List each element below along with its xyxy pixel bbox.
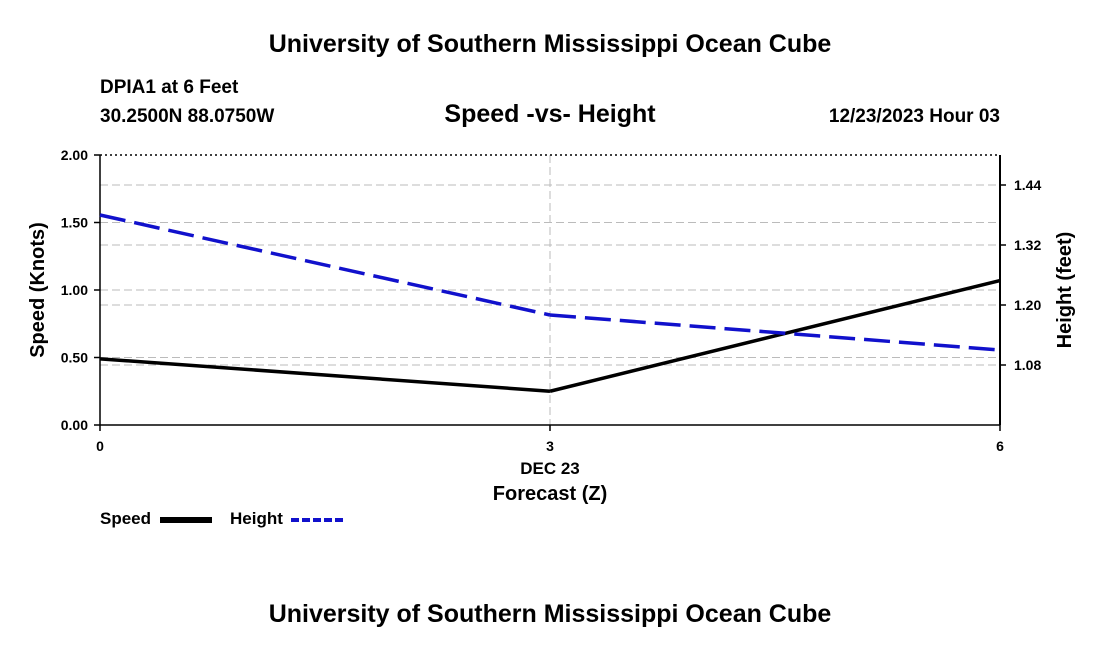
y-left-tick-label: 1.00 (61, 282, 88, 298)
x-tick-label: 0 (96, 438, 104, 454)
legend-height-swatch (291, 518, 343, 522)
chart-title: Speed -vs- Height (444, 100, 656, 128)
y-right-tick-label: 1.20 (1014, 297, 1041, 313)
datetime-label: 12/23/2023 Hour 03 (828, 106, 1000, 127)
y-right-tick-label: 1.44 (1014, 177, 1041, 193)
series-height-segment (549, 313, 1001, 352)
y-right-tick-label: 1.08 (1014, 357, 1041, 373)
series-speed-segment (549, 278, 1001, 393)
x-tick-label: 6 (996, 438, 1004, 454)
y-left-tick-label: 0.50 (61, 350, 88, 366)
legend-speed-label: Speed (100, 509, 152, 528)
y-left-tick-label: 2.00 (61, 147, 88, 163)
station-label: DPIA1 at 6 Feet (100, 77, 239, 98)
x-tick-label: 3 (546, 438, 554, 454)
page-title: University of Southern Mississippi Ocean… (268, 30, 832, 58)
y-left-axis-title: Speed (Knots) (27, 222, 49, 358)
x-date-label: DEC 23 (520, 459, 580, 478)
legend-speed-swatch (160, 517, 212, 523)
x-axis-title: Forecast (Z) (493, 483, 607, 505)
y-right-axis-title: Height (feet) (1054, 232, 1076, 349)
y-right-tick-label: 1.32 (1014, 237, 1041, 253)
series-speed-segment (99, 357, 551, 393)
coordinates-label: 30.2500N 88.0750W (100, 106, 275, 127)
legend-height-label: Height (230, 509, 283, 528)
y-left-tick-label: 1.50 (61, 215, 88, 231)
y-left-tick-label: 0.00 (61, 417, 88, 433)
series-height-segment (99, 213, 551, 317)
footer-title: University of Southern Mississippi Ocean… (268, 600, 832, 628)
